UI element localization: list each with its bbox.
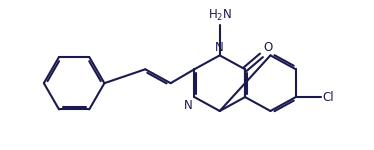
Text: O: O — [263, 41, 272, 54]
Text: N: N — [184, 99, 193, 112]
Text: H$_2$N: H$_2$N — [208, 8, 232, 23]
Text: Cl: Cl — [323, 91, 334, 104]
Text: N: N — [215, 41, 224, 54]
